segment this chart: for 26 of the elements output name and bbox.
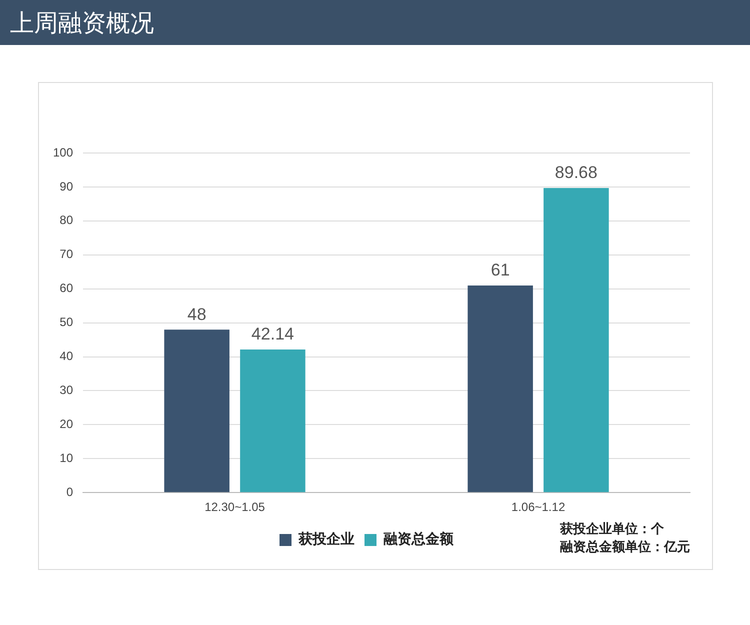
y-tick-label: 50 bbox=[60, 315, 74, 330]
y-tick-label: 90 bbox=[60, 179, 74, 194]
y-tick-label: 10 bbox=[60, 450, 74, 465]
text: 获投企业单位：个 bbox=[560, 521, 665, 539]
x-tick-label: 12.30~1.05 bbox=[204, 500, 266, 514]
legend-label: 获投企业 bbox=[298, 532, 354, 548]
y-tick-label: 40 bbox=[60, 349, 74, 364]
y-tick-label: 70 bbox=[60, 247, 74, 262]
legend-label: 融资总金额 bbox=[384, 530, 454, 548]
data-label: 61 bbox=[490, 260, 510, 280]
chart-title: 上周融资概况 bbox=[10, 8, 154, 39]
y-tick-label: 60 bbox=[60, 281, 74, 296]
text: 融资总金额单位：亿元 bbox=[560, 539, 690, 557]
data-label: 89.68 bbox=[554, 163, 598, 182]
bar bbox=[240, 349, 306, 492]
bar bbox=[544, 188, 609, 492]
y-tick-label: 0 bbox=[66, 484, 74, 499]
y-tick-label: 100 bbox=[52, 145, 74, 160]
bar bbox=[468, 285, 533, 492]
data-label: 48 bbox=[187, 304, 206, 324]
data-label: 42.14 bbox=[251, 324, 294, 344]
x-tick-label: 1.06~1.12 bbox=[511, 500, 566, 514]
y-tick-label: 20 bbox=[60, 416, 74, 431]
y-tick-label: 80 bbox=[60, 213, 74, 228]
y-tick-label: 30 bbox=[60, 383, 74, 398]
bar bbox=[164, 330, 230, 492]
